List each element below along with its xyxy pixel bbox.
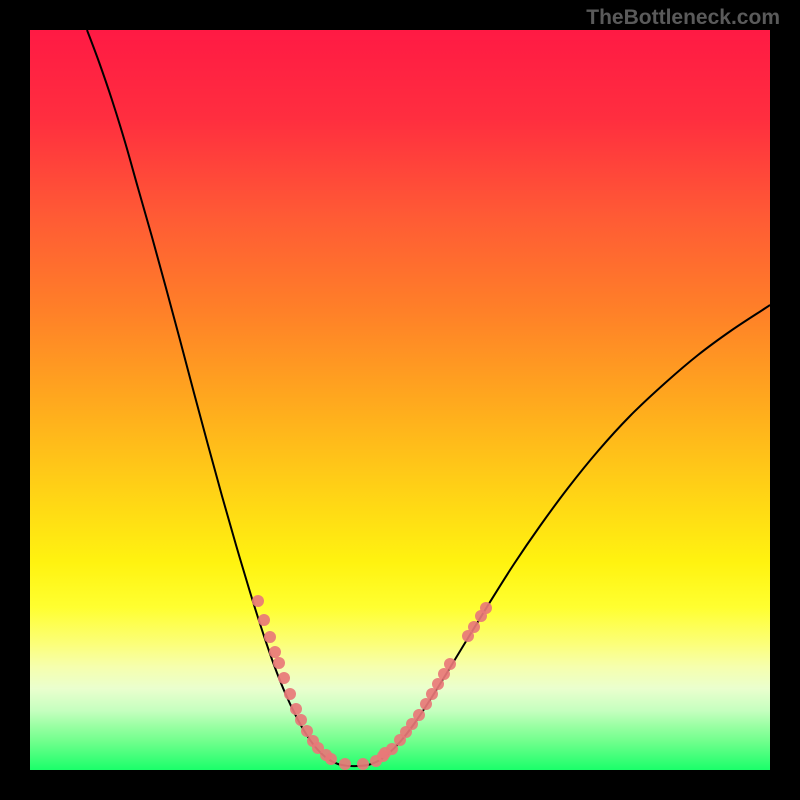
marker-point bbox=[379, 747, 391, 759]
marker-point bbox=[444, 658, 456, 670]
marker-point bbox=[426, 688, 438, 700]
marker-point bbox=[290, 703, 302, 715]
marker-point bbox=[480, 602, 492, 614]
marker-point bbox=[269, 646, 281, 658]
marker-point bbox=[325, 753, 337, 765]
marker-point bbox=[468, 621, 480, 633]
marker-point bbox=[278, 672, 290, 684]
marker-point bbox=[339, 758, 351, 770]
marker-point bbox=[273, 657, 285, 669]
marker-point bbox=[301, 725, 313, 737]
marker-point bbox=[438, 668, 450, 680]
marker-point bbox=[252, 595, 264, 607]
marker-point bbox=[413, 709, 425, 721]
marker-point bbox=[264, 631, 276, 643]
watermark-text: TheBottleneck.com bbox=[586, 6, 780, 30]
marker-point bbox=[284, 688, 296, 700]
marker-point bbox=[258, 614, 270, 626]
data-markers bbox=[30, 30, 770, 770]
marker-point bbox=[432, 678, 444, 690]
marker-point bbox=[420, 698, 432, 710]
chart-area bbox=[30, 30, 770, 770]
marker-point bbox=[295, 714, 307, 726]
marker-point bbox=[357, 758, 369, 770]
